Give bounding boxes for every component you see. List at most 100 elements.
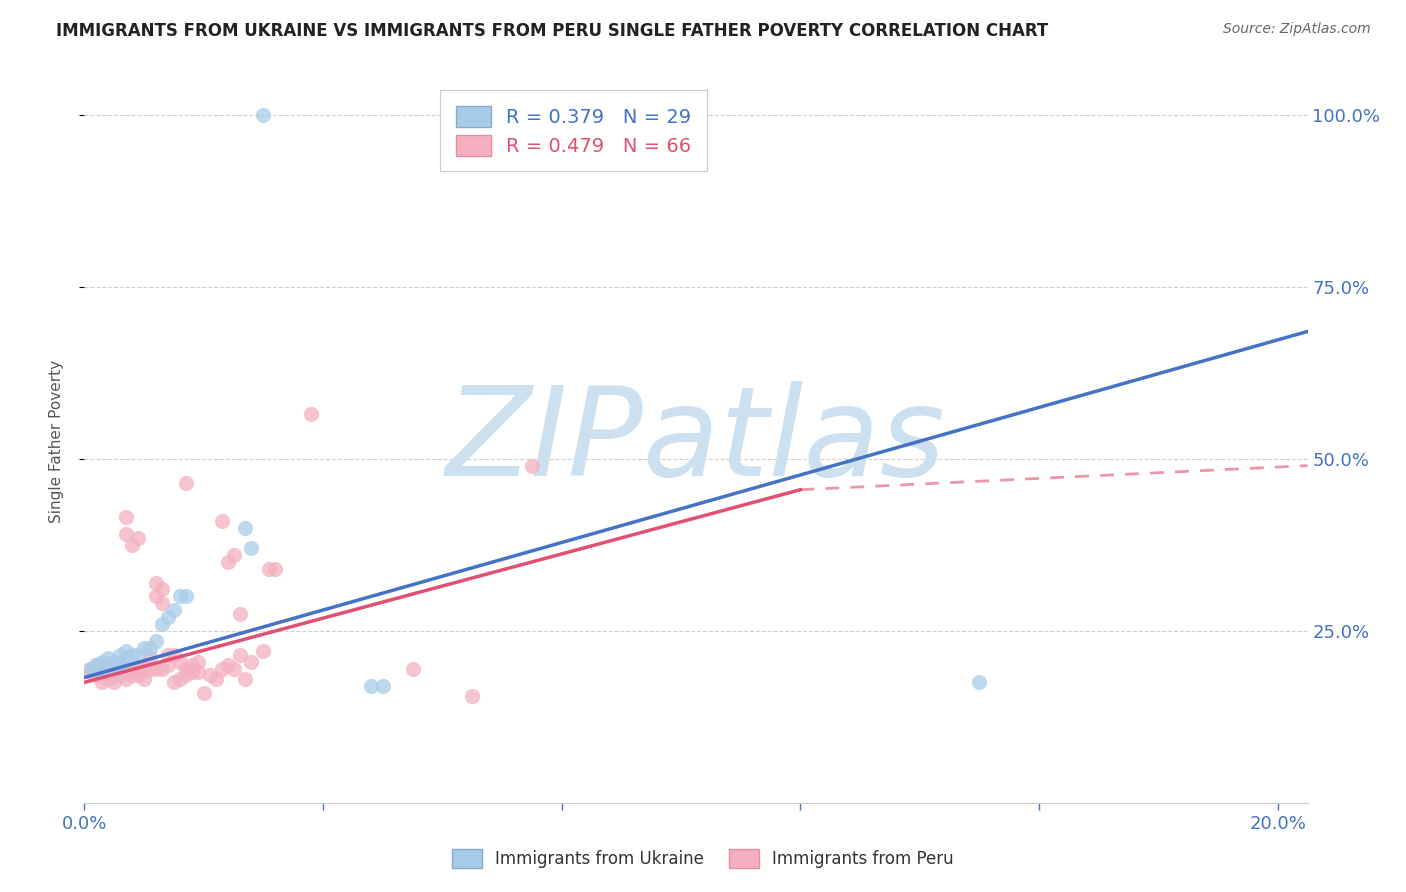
Point bbox=[252, 108, 274, 122]
Point bbox=[97, 651, 120, 665]
Point bbox=[91, 662, 114, 676]
Point bbox=[252, 644, 274, 658]
Legend: Immigrants from Ukraine, Immigrants from Peru: Immigrants from Ukraine, Immigrants from… bbox=[446, 843, 960, 875]
Point bbox=[91, 675, 114, 690]
Point bbox=[180, 665, 202, 679]
Point bbox=[127, 662, 149, 676]
Point bbox=[969, 675, 991, 690]
Point bbox=[520, 458, 543, 473]
Point bbox=[211, 514, 233, 528]
Point bbox=[115, 672, 138, 686]
Point bbox=[79, 665, 101, 679]
Point bbox=[174, 668, 197, 682]
Point bbox=[91, 655, 114, 669]
Point bbox=[127, 648, 149, 662]
Point bbox=[150, 662, 173, 676]
Point bbox=[187, 665, 209, 679]
Point bbox=[97, 662, 120, 676]
Point bbox=[84, 668, 107, 682]
Point bbox=[217, 555, 239, 569]
Point bbox=[228, 648, 250, 662]
Point bbox=[401, 662, 423, 676]
Point bbox=[169, 672, 191, 686]
Point bbox=[163, 675, 186, 690]
Point bbox=[121, 662, 143, 676]
Point bbox=[235, 672, 257, 686]
Point bbox=[121, 648, 143, 662]
Point bbox=[127, 668, 149, 682]
Point bbox=[156, 648, 179, 662]
Point bbox=[121, 668, 143, 682]
Point bbox=[115, 510, 138, 524]
Point bbox=[103, 668, 125, 682]
Point bbox=[103, 662, 125, 676]
Point bbox=[132, 662, 155, 676]
Point bbox=[108, 668, 131, 682]
Point bbox=[461, 689, 484, 703]
Point bbox=[103, 662, 125, 676]
Point bbox=[169, 655, 191, 669]
Point bbox=[174, 590, 197, 604]
Point bbox=[150, 582, 173, 597]
Point bbox=[139, 662, 162, 676]
Point bbox=[108, 648, 131, 662]
Point bbox=[108, 658, 131, 673]
Point bbox=[240, 541, 263, 556]
Point bbox=[91, 662, 114, 676]
Point bbox=[222, 548, 245, 562]
Point bbox=[84, 658, 107, 673]
Point bbox=[156, 658, 179, 673]
Point bbox=[217, 658, 239, 673]
Point bbox=[259, 562, 281, 576]
Point bbox=[132, 640, 155, 655]
Point bbox=[115, 651, 138, 665]
Point bbox=[97, 672, 120, 686]
Y-axis label: Single Father Poverty: Single Father Poverty bbox=[49, 360, 63, 523]
Point bbox=[108, 658, 131, 673]
Point bbox=[169, 590, 191, 604]
Point bbox=[150, 596, 173, 610]
Point bbox=[240, 655, 263, 669]
Point bbox=[97, 662, 120, 676]
Point bbox=[299, 407, 322, 421]
Point bbox=[371, 679, 394, 693]
Point bbox=[193, 686, 215, 700]
Point bbox=[103, 675, 125, 690]
Point bbox=[228, 607, 250, 621]
Point bbox=[139, 640, 162, 655]
Point bbox=[145, 590, 167, 604]
Text: Source: ZipAtlas.com: Source: ZipAtlas.com bbox=[1223, 22, 1371, 37]
Point bbox=[139, 651, 162, 665]
Point bbox=[84, 658, 107, 673]
Point bbox=[115, 644, 138, 658]
Text: ZIPatlas: ZIPatlas bbox=[446, 381, 946, 502]
Point bbox=[121, 538, 143, 552]
Point bbox=[360, 679, 382, 693]
Point bbox=[145, 662, 167, 676]
Point bbox=[211, 662, 233, 676]
Point bbox=[132, 672, 155, 686]
Point bbox=[84, 662, 107, 676]
Point bbox=[79, 662, 101, 676]
Point bbox=[204, 672, 226, 686]
Point bbox=[174, 475, 197, 490]
Point bbox=[145, 634, 167, 648]
Point bbox=[163, 603, 186, 617]
Point bbox=[115, 527, 138, 541]
Point bbox=[581, 108, 603, 122]
Point bbox=[198, 668, 221, 682]
Point bbox=[79, 662, 101, 676]
Point bbox=[187, 655, 209, 669]
Text: IMMIGRANTS FROM UKRAINE VS IMMIGRANTS FROM PERU SINGLE FATHER POVERTY CORRELATIO: IMMIGRANTS FROM UKRAINE VS IMMIGRANTS FR… bbox=[56, 22, 1049, 40]
Point bbox=[127, 531, 149, 545]
Point bbox=[108, 662, 131, 676]
Point bbox=[264, 562, 287, 576]
Point bbox=[150, 616, 173, 631]
Point bbox=[156, 610, 179, 624]
Point bbox=[163, 648, 186, 662]
Point bbox=[115, 662, 138, 676]
Point bbox=[174, 662, 197, 676]
Point bbox=[145, 575, 167, 590]
Point bbox=[103, 655, 125, 669]
Point bbox=[235, 520, 257, 534]
